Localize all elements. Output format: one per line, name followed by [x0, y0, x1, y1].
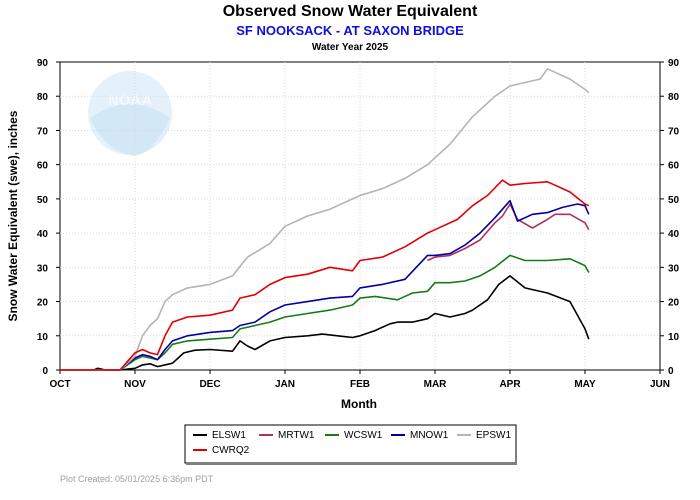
legend-label-elsw1: ELSW1 [212, 430, 246, 441]
series-line-cwrq2 [60, 179, 590, 371]
y-tick-label-left: 10 [37, 332, 49, 343]
series-line-mrtw1 [427, 203, 590, 262]
x-tick-label-oct: OCT [49, 379, 70, 390]
y-tick-label-right: 80 [668, 92, 680, 103]
y-tick-label-left: 70 [37, 126, 49, 137]
y-axis-left: 0 10 20 30 40 50 60 70 80 90 [37, 58, 60, 377]
x-tick-label-mar: MAR [424, 379, 448, 390]
series-line-mnow1 [105, 199, 590, 371]
y-tick-label-left: 60 [37, 161, 49, 172]
x-tick-label-may: MAY [574, 379, 596, 390]
chart-subtitle: SF NOOKSACK - AT SAXON BRIDGE [236, 23, 464, 38]
legend-box [184, 424, 517, 464]
plot-created-footer: Plot Created: 05/01/2025 6:36pm PDT [60, 474, 214, 484]
y-tick-label-left: 90 [37, 58, 49, 69]
y-axis-right: 0 10 20 30 40 50 60 70 80 90 [660, 58, 680, 377]
y-tick-label-right: 70 [668, 126, 680, 137]
series-line-elsw1 [60, 275, 590, 371]
y-tick-label-right: 40 [668, 229, 680, 240]
legend-label-mnow1: MNOW1 [410, 430, 449, 441]
series-lines [60, 68, 590, 371]
y-axis-label: Snow Water Equivalent (swe), inches [6, 110, 20, 321]
series-line-epsw1 [60, 68, 590, 371]
y-tick-label-left: 30 [37, 263, 49, 274]
y-tick-label-left: 80 [37, 92, 49, 103]
legend-items: ELSW1 MRTW1 WCSW1 MNOW1 EPSW1 CWRQ2 [193, 430, 511, 456]
y-tick-label-left: 20 [37, 298, 49, 309]
y-tick-label-left: 50 [37, 195, 49, 206]
gridlines [60, 62, 660, 370]
x-tick-label-jan: JAN [275, 379, 295, 390]
legend-label-epsw1: EPSW1 [476, 430, 511, 441]
y-tick-label-right: 0 [668, 366, 674, 377]
water-year-label: Water Year 2025 [312, 42, 389, 53]
chart-title: Observed Snow Water Equivalent [223, 3, 478, 20]
x-tick-label-jun: JUN [650, 379, 670, 390]
x-tick-label-feb: FEB [350, 379, 370, 390]
noaa-watermark-text: NOAA [108, 92, 152, 109]
legend: ELSW1 MRTW1 WCSW1 MNOW1 EPSW1 CWRQ2 [184, 424, 517, 465]
y-tick-label-right: 60 [668, 161, 680, 172]
x-axis: OCT NOV DEC JAN FEB MAR APR MAY JUN [49, 370, 670, 390]
y-tick-label-right: 30 [668, 263, 680, 274]
y-tick-label-left: 40 [37, 229, 49, 240]
y-tick-label-left: 0 [42, 366, 48, 377]
x-tick-label-apr: APR [499, 379, 521, 390]
y-tick-label-right: 20 [668, 298, 680, 309]
x-tick-label-nov: NOV [124, 379, 146, 390]
x-tick-label-dec: DEC [199, 379, 220, 390]
y-tick-label-right: 10 [668, 332, 680, 343]
legend-label-cwrq2: CWRQ2 [212, 445, 250, 456]
legend-label-mrtw1: MRTW1 [278, 430, 315, 441]
noaa-logo-watermark: NOAA [88, 71, 172, 156]
x-axis-label: Month [341, 397, 377, 411]
y-tick-label-right: 90 [668, 58, 680, 69]
y-tick-label-right: 50 [668, 195, 680, 206]
legend-label-wcsw1: WCSW1 [344, 430, 383, 441]
